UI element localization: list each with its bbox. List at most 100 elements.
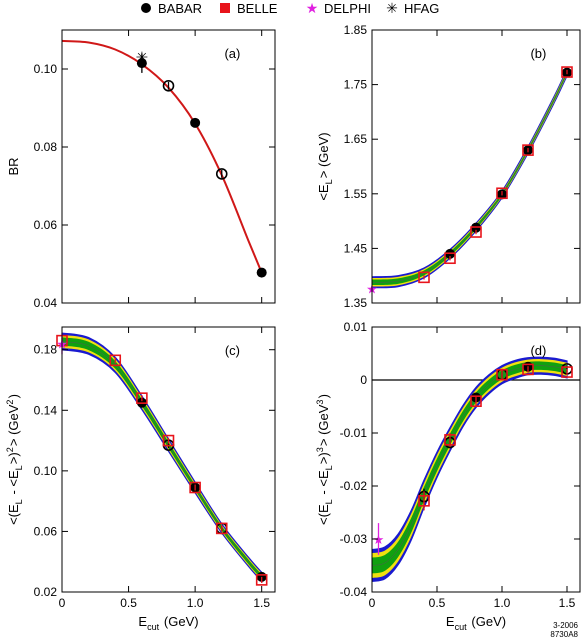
legend-label: BABAR <box>158 1 202 16</box>
band-layer-1 <box>372 70 567 287</box>
plot-area <box>62 332 263 583</box>
x-tick-label: 1.5 <box>559 596 576 610</box>
marker-belle-square <box>162 434 175 447</box>
marker-belle-square <box>522 144 534 156</box>
legend-label: HFAG <box>404 1 439 16</box>
marker-babar-open <box>162 79 175 92</box>
x-tick-label: 1.0 <box>187 596 204 610</box>
band-center <box>372 72 568 283</box>
y-tick-label: 0.10 <box>34 464 58 478</box>
band-layer-2 <box>372 361 567 574</box>
legend-entry-belle: BELLE <box>220 1 278 16</box>
marker-belle-square <box>418 271 430 284</box>
plot-area <box>62 39 263 273</box>
series-babar-filled <box>445 67 572 259</box>
marker-belle-square <box>561 366 573 378</box>
figure-stamp: 3-2006 8730A8 <box>550 621 578 639</box>
y-axis-label: <(EL - <EL >)3 > (GeV3 ) <box>315 394 334 525</box>
legend-marker-star: ★ <box>306 0 319 16</box>
y-tick-label: 0.01 <box>344 320 368 334</box>
series-hfag-asterisk: ✳ <box>136 49 149 66</box>
marker-belle-square <box>418 495 430 507</box>
x-axis-ticks <box>61 30 263 303</box>
marker-babar-filled <box>136 58 147 69</box>
x-axis-ticks: 0 0.5 1.0 1.5 <box>369 327 576 610</box>
panel-label: (d) <box>530 343 546 358</box>
series-delphi-star: ★ <box>373 523 385 555</box>
marker-belle-square <box>136 392 148 404</box>
y-tick-label: 0.06 <box>34 218 58 232</box>
y-tick-label: 0 <box>360 373 367 387</box>
y-axis-ticks: -0.04 -0.03 -0.02 -0.01 0 0.01 <box>340 320 580 599</box>
x-tick-label: 1.0 <box>494 596 511 610</box>
series-babar-open <box>162 79 228 180</box>
marker-belle-square <box>109 354 122 367</box>
y-tick-label: 1.85 <box>344 23 368 37</box>
band-layer-2 <box>372 70 567 285</box>
x-axis-label: Ecut (GeV) <box>138 614 198 632</box>
plot-area <box>372 69 568 289</box>
y-tick-label: -0.01 <box>340 426 368 440</box>
x-axis-label: Ecut (GeV) <box>446 614 506 632</box>
y-tick-label: 0.18 <box>34 343 58 357</box>
y-tick-label: 1.65 <box>344 132 368 146</box>
x-tick-label: 0 <box>59 596 66 610</box>
y-axis-ticks: 1.35 1.45 1.55 1.65 1.75 1.85 <box>344 23 580 310</box>
y-axis-ticks: 0.02 0.06 0.10 0.14 0.18 <box>34 343 275 599</box>
marker-hfag-asterisk: ✳ <box>136 49 149 66</box>
series-belle-open-square <box>418 363 573 511</box>
series-babar-filled <box>136 53 267 278</box>
y-axis-label: BR <box>6 157 21 175</box>
x-tick-label: 1.5 <box>253 596 270 610</box>
marker-babar-filled <box>190 117 201 128</box>
marker-belle-square <box>444 434 456 446</box>
y-tick-label: -0.04 <box>340 585 368 599</box>
legend-entry-hfag: ✳ HFAG <box>386 0 439 16</box>
panel-label: (b) <box>530 46 546 61</box>
y-tick-label: 0.08 <box>34 140 58 154</box>
y-axis-label: <EL > (GeV) <box>316 132 334 200</box>
marker-belle-square <box>496 368 508 381</box>
marker-belle-square <box>496 187 508 200</box>
marker-belle-square <box>470 395 482 408</box>
band-center <box>372 365 568 566</box>
series-belle-open-square <box>418 66 573 284</box>
panel-label: (a) <box>224 46 240 61</box>
marker-babar-open <box>215 168 228 180</box>
y-tick-label: 1.55 <box>344 187 368 201</box>
marker-belle-square <box>561 66 573 78</box>
legend-label: DELPHI <box>324 1 371 16</box>
x-axis-ticks: 0 0.5 1.0 1.5 <box>59 327 270 610</box>
panel-b: ★1.351.451.551.651.751.85(b)<EL > (GeV) <box>316 23 581 310</box>
band-center <box>62 341 262 578</box>
marker-belle-square <box>470 226 482 238</box>
y-tick-label: 0.04 <box>34 296 58 310</box>
marker-babar-filled <box>256 267 267 278</box>
y-tick-label: 0.10 <box>34 62 58 76</box>
y-tick-label: -0.03 <box>340 532 368 546</box>
legend-entry-delphi: ★ DELPHI <box>306 0 371 16</box>
y-tick-label: -0.02 <box>340 479 368 493</box>
panel-frame <box>61 326 276 593</box>
y-tick-label: 1.35 <box>344 296 368 310</box>
marker-belle-square <box>522 363 534 376</box>
y-axis-ticks: 0.04 0.06 0.08 0.10 <box>34 62 275 310</box>
panel-d: ★ -0.04 -0.03 -0.02 -0.01 0 0.01 0 0.5 1.0 1.5 (d) <… <box>315 320 581 632</box>
panel-a: ✳ 0.04 0.06 0.08 0.10 (a) BR <box>6 29 276 310</box>
legend-marker-circle <box>141 3 151 13</box>
y-tick-label: 1.45 <box>344 241 368 255</box>
panel-frame <box>61 29 276 304</box>
panel-frame <box>371 29 581 304</box>
legend-marker-asterisk: ✳ <box>386 0 398 16</box>
band-layer-0 <box>372 69 568 289</box>
marker-delphi-star: ★ <box>373 532 385 547</box>
plot-area <box>372 356 580 583</box>
stamp-id: 8730A8 <box>550 630 578 639</box>
panel-frame <box>371 326 581 593</box>
legend-marker-square <box>220 3 230 13</box>
marker-belle-square <box>189 481 201 494</box>
panel-label: (c) <box>225 343 240 358</box>
marker-belle-square <box>215 522 228 535</box>
band-layer-2 <box>62 337 262 580</box>
